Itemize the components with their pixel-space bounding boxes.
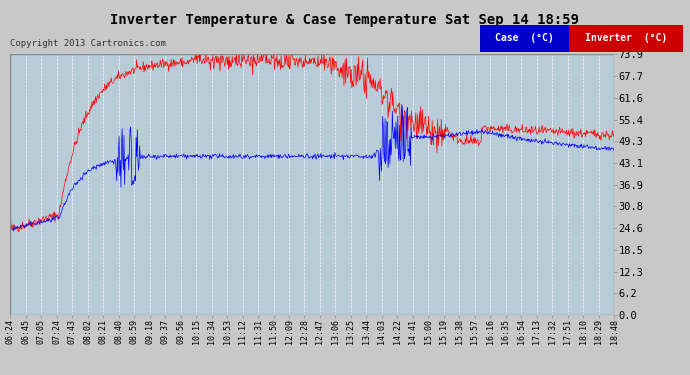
Text: Case  (°C): Case (°C) xyxy=(495,33,553,43)
Text: Copyright 2013 Cartronics.com: Copyright 2013 Cartronics.com xyxy=(10,39,166,48)
Text: Inverter  (°C): Inverter (°C) xyxy=(585,33,667,43)
Text: Inverter Temperature & Case Temperature Sat Sep 14 18:59: Inverter Temperature & Case Temperature … xyxy=(110,13,580,27)
